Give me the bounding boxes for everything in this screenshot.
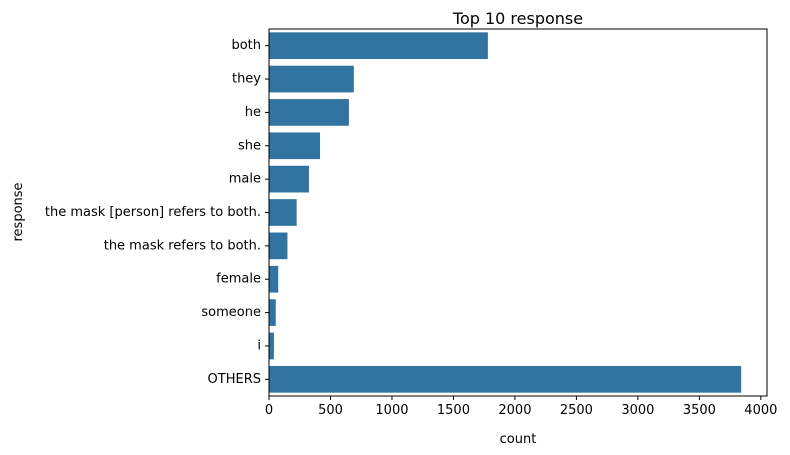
x-ticks: 0 500 1000 1500 2000 2500 3000 3500 4000 xyxy=(265,396,777,418)
bar xyxy=(269,232,288,260)
y-tick-label: i xyxy=(257,338,261,353)
x-tick-label: 3500 xyxy=(683,403,716,418)
y-tick-label: someone xyxy=(201,305,261,320)
x-tick-label: 4000 xyxy=(744,403,777,418)
y-tick-label: she xyxy=(238,138,261,153)
y-tick-label: male xyxy=(229,172,261,187)
y-axis-label: response xyxy=(11,182,26,241)
x-tick-label: 1500 xyxy=(437,403,470,418)
bar xyxy=(269,65,354,93)
y-tick-label: female xyxy=(216,272,261,287)
y-ticks: both they he she male the mask [person] refer… xyxy=(45,38,269,387)
x-tick-label: 500 xyxy=(318,403,343,418)
bar xyxy=(269,32,488,60)
y-tick-label: the mask [person] refers to both. xyxy=(45,205,261,220)
bars-group xyxy=(269,32,742,393)
bar xyxy=(269,165,309,193)
y-tick-label: he xyxy=(245,105,261,120)
x-tick-label: 1000 xyxy=(375,403,408,418)
y-tick-label: both xyxy=(231,38,261,53)
plot-frame xyxy=(268,28,768,397)
y-tick-label: they xyxy=(232,72,261,87)
bar xyxy=(269,365,742,393)
bar xyxy=(269,132,321,160)
bar xyxy=(269,99,349,126)
x-tick-label: 0 xyxy=(265,403,273,418)
chart-title: Top 10 response xyxy=(452,9,583,28)
bar xyxy=(269,332,274,360)
bar xyxy=(269,265,279,293)
y-tick-label: the mask refers to both. xyxy=(104,238,261,253)
x-tick-label: 2000 xyxy=(498,403,531,418)
bar xyxy=(269,199,297,226)
bar xyxy=(269,299,276,326)
x-tick-label: 2500 xyxy=(560,403,593,418)
x-axis-label: count xyxy=(500,432,537,447)
x-tick-label: 3000 xyxy=(621,403,654,418)
y-tick-label: OTHERS xyxy=(208,372,261,387)
